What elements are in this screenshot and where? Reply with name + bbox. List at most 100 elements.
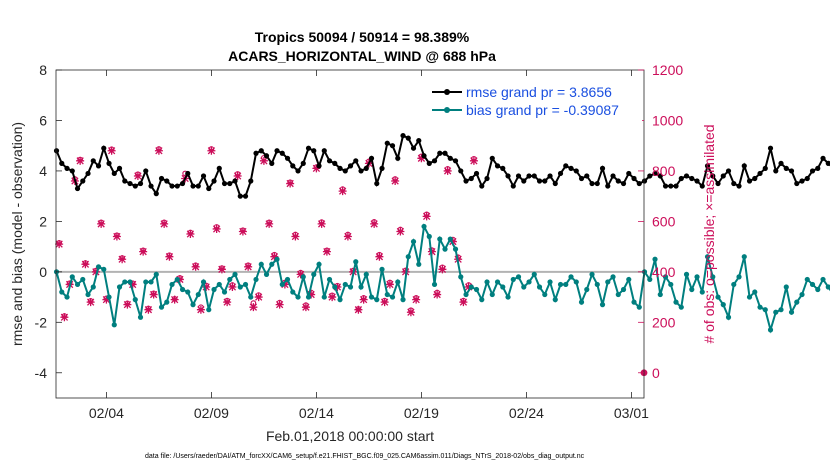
obs-assimilated-point bbox=[396, 227, 405, 236]
bias-point bbox=[200, 279, 207, 285]
obs-assimilated-point bbox=[448, 237, 457, 246]
bias-point bbox=[783, 284, 789, 290]
rmse-point bbox=[799, 178, 805, 184]
obs-assimilated-point bbox=[196, 305, 205, 314]
obs-assimilated-point bbox=[244, 262, 253, 271]
rmse-point bbox=[704, 163, 711, 169]
x-tick-label: 02/09 bbox=[194, 405, 229, 421]
obs-assimilated-point bbox=[370, 219, 379, 228]
rmse-point bbox=[547, 173, 553, 179]
rmse-point bbox=[284, 155, 291, 161]
rmse-point bbox=[326, 158, 333, 164]
rmse-point bbox=[295, 168, 301, 174]
legend-rmse-marker bbox=[444, 89, 450, 95]
rmse-point bbox=[410, 145, 417, 151]
bias-point bbox=[715, 294, 721, 300]
rmse-point bbox=[668, 183, 674, 189]
rmse-point bbox=[269, 160, 275, 166]
rmse-point bbox=[263, 153, 270, 159]
bias-point bbox=[337, 297, 343, 303]
rmse-point bbox=[452, 158, 459, 164]
bias-point bbox=[641, 269, 648, 275]
bias-point bbox=[731, 281, 737, 288]
rmse-point bbox=[526, 173, 532, 179]
rmse-point bbox=[694, 178, 700, 184]
rmse-point bbox=[111, 170, 117, 177]
rmse-point bbox=[605, 183, 611, 189]
bias-point bbox=[815, 286, 821, 293]
rmse-point bbox=[804, 175, 810, 182]
obs-assimilated-point bbox=[133, 171, 142, 180]
obs-assimilated-point bbox=[312, 164, 321, 173]
rmse-point bbox=[494, 163, 501, 169]
obs-assimilated-point bbox=[417, 154, 426, 163]
bias-point bbox=[90, 284, 96, 290]
bias-point bbox=[69, 274, 75, 280]
rmse-point bbox=[311, 148, 317, 154]
rmse-point bbox=[179, 180, 186, 187]
rmse-point bbox=[431, 158, 438, 164]
obs-assimilated-point bbox=[81, 260, 90, 269]
obs-assimilated-point bbox=[170, 295, 179, 304]
rmse-point bbox=[683, 173, 690, 179]
legend-rmse-label: rmse grand pr = 3.8656 bbox=[466, 84, 612, 100]
rmse-point bbox=[736, 183, 742, 189]
bias-point bbox=[710, 274, 716, 280]
obs-assimilated-point bbox=[160, 219, 169, 228]
rmse-point bbox=[563, 163, 569, 169]
bias-point bbox=[489, 291, 495, 298]
rmse-point bbox=[374, 180, 380, 187]
rmse-point bbox=[74, 185, 81, 192]
bias-point bbox=[132, 297, 138, 303]
bias-point bbox=[95, 264, 102, 270]
obs-assimilated-point bbox=[464, 282, 473, 291]
bias-point bbox=[788, 309, 795, 315]
bias-point bbox=[757, 304, 763, 310]
bias-point bbox=[736, 274, 742, 280]
obs-assimilated-point bbox=[259, 156, 268, 165]
rmse-point bbox=[521, 178, 527, 184]
bias-point bbox=[500, 284, 506, 290]
bias-point bbox=[64, 294, 70, 300]
rmse-point bbox=[248, 178, 254, 184]
bias-point bbox=[389, 294, 396, 300]
bias-point bbox=[573, 279, 579, 285]
obs-assimilated-point bbox=[328, 293, 337, 302]
x-tick-label: 02/04 bbox=[89, 405, 124, 421]
obs-assimilated-point bbox=[265, 219, 274, 228]
obs-assimilated-point bbox=[55, 240, 64, 249]
obs-assimilated-point bbox=[128, 280, 137, 289]
rmse-point bbox=[400, 133, 406, 139]
rmse-point bbox=[610, 173, 616, 179]
obs-assimilated-point bbox=[469, 156, 478, 165]
bias-point bbox=[479, 297, 485, 303]
rmse-point bbox=[788, 168, 795, 174]
rmse-point bbox=[347, 163, 354, 169]
bias-point bbox=[762, 307, 768, 313]
footnote: data file: /Users/raeder/DAI/ATM_forcXX/… bbox=[145, 453, 585, 460]
obs-assimilated-point bbox=[102, 295, 111, 304]
rmse-point bbox=[594, 180, 600, 187]
rmse-point bbox=[253, 150, 259, 156]
bias-point bbox=[122, 279, 128, 285]
rmse-point bbox=[227, 180, 233, 187]
rmse-point bbox=[200, 173, 207, 179]
bias-point bbox=[673, 299, 679, 305]
bias-point bbox=[421, 223, 427, 230]
bias-point bbox=[542, 291, 548, 298]
rmse-point bbox=[689, 175, 695, 182]
obs-assimilated-point bbox=[112, 232, 121, 241]
bias-point bbox=[326, 276, 333, 283]
bias-point bbox=[410, 238, 417, 245]
bias-point bbox=[510, 276, 516, 283]
bias-point bbox=[321, 294, 327, 300]
rmse-point bbox=[437, 150, 443, 156]
rmse-point bbox=[195, 183, 201, 189]
bias-point bbox=[279, 281, 285, 288]
rmse-point bbox=[384, 140, 390, 146]
rmse-point bbox=[463, 178, 469, 184]
bias-point bbox=[447, 236, 453, 242]
bias-line bbox=[55, 223, 830, 334]
obs-assimilated-point bbox=[406, 308, 415, 317]
bias-point bbox=[127, 279, 133, 285]
